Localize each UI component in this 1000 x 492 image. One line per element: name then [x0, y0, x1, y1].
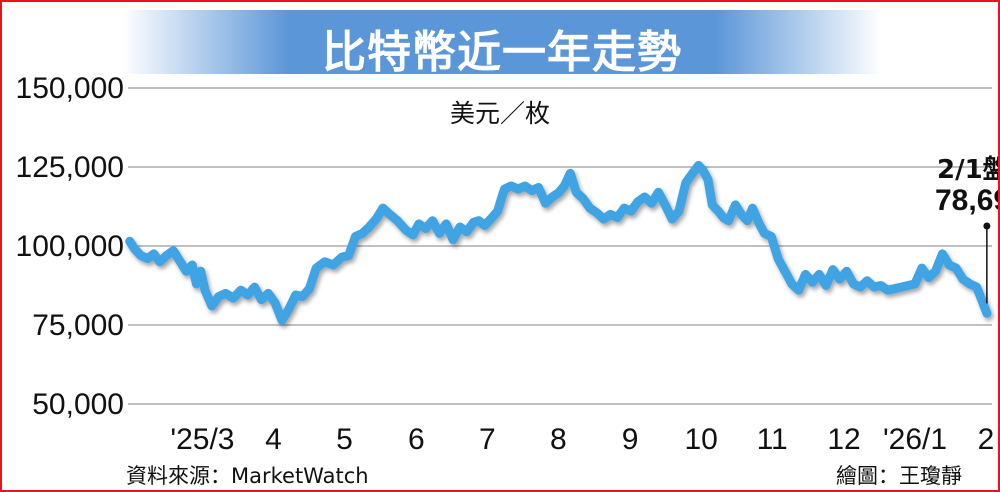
x-tick-label: 9 — [622, 423, 639, 456]
x-tick-label: 11 — [757, 423, 788, 456]
x-tick-label: 5 — [336, 423, 353, 456]
y-tick-label: 75,000 — [32, 309, 124, 342]
unit-label: 美元／枚 — [450, 99, 551, 128]
annotation-value-label: 78,691 — [935, 184, 998, 217]
y-tick-label: 150,000 — [16, 72, 124, 105]
x-tick-label: 8 — [550, 423, 567, 456]
annotation-date-label: 2/1盤中 — [937, 155, 998, 185]
x-tick-label: '26/1 — [883, 423, 947, 456]
y-tick-label: 125,000 — [16, 151, 124, 184]
x-tick-label: 7 — [479, 423, 496, 456]
y-tick-label: 50,000 — [32, 388, 124, 421]
chart-title: 比特幣近一年走勢 — [322, 27, 682, 78]
price-series-line — [125, 160, 992, 325]
title-band: 比特幣近一年走勢 — [122, 10, 882, 78]
x-tick-label: 10 — [684, 423, 717, 456]
x-tick-label: '25/3 — [170, 423, 234, 456]
source-note: 資料來源：MarketWatch — [126, 464, 369, 488]
x-tick-label: 4 — [265, 423, 282, 456]
y-tick-label: 100,000 — [16, 230, 124, 263]
x-tick-label: 6 — [408, 423, 425, 456]
x-tick-label: 2 — [978, 423, 995, 456]
annotation-dot — [983, 222, 991, 230]
x-tick-label: 12 — [827, 423, 860, 456]
credit-note: 繪圖：王瓊靜 — [836, 464, 962, 488]
